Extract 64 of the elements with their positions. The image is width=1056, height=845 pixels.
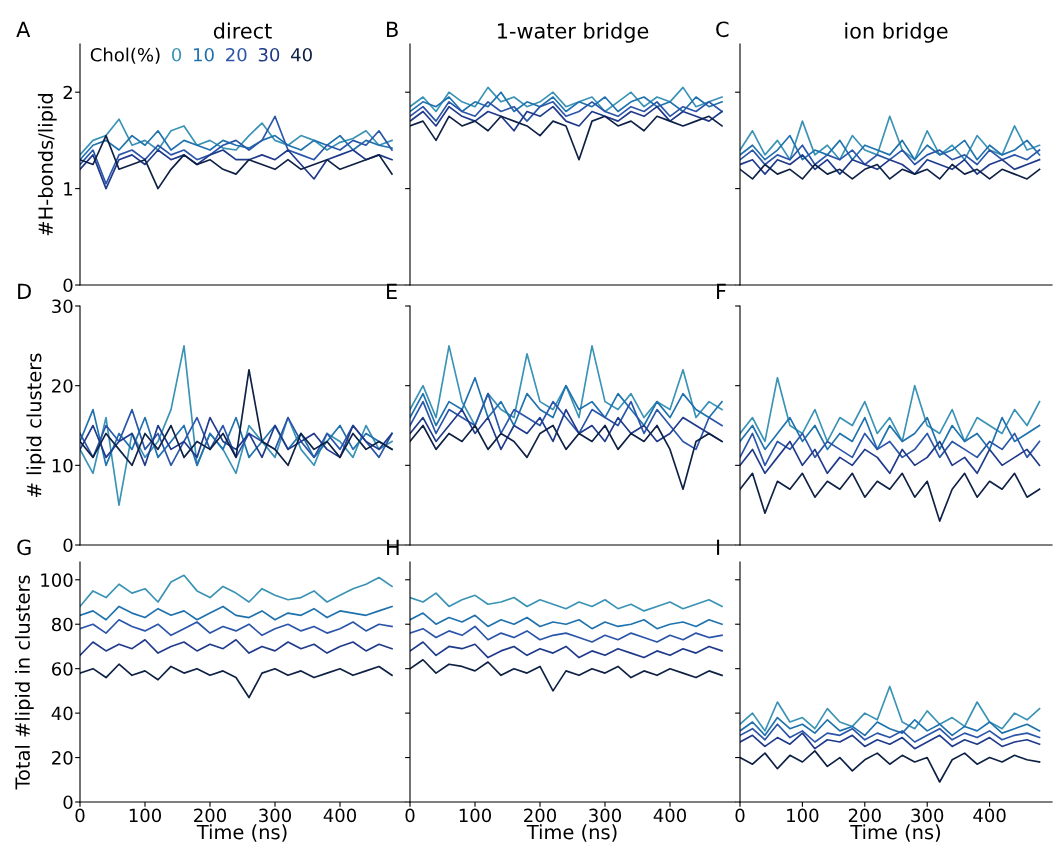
y-axis-title: # lipid clusters — [26, 353, 46, 497]
y-axis-title: #H-bonds/lipid — [37, 94, 57, 236]
legend-title: Chol(%) — [90, 47, 160, 64]
text: G — [17, 539, 31, 556]
x-tick-label: 400 — [973, 808, 1006, 823]
line-series — [80, 368, 393, 467]
x-tick-label: 0 — [405, 808, 415, 823]
y-tick-label: 40 — [51, 706, 73, 721]
x-axis-title: Time (ns) — [850, 824, 941, 842]
x-tick-label: 0 — [75, 808, 85, 823]
x-tick-label: 100 — [129, 808, 162, 823]
text: 40 — [291, 47, 312, 62]
text: 30 — [258, 47, 280, 62]
text: 0 — [172, 47, 182, 62]
x-tick-label: 200 — [524, 808, 557, 823]
y-tick-label: 20 — [52, 751, 73, 765]
line-series — [80, 149, 393, 190]
line-series — [80, 618, 393, 637]
x-tick-label: 400 — [323, 808, 357, 823]
y-tick-label: 2 — [63, 85, 72, 100]
x-tick-label: 100 — [459, 808, 492, 823]
x-tick-label: 300 — [589, 808, 622, 823]
y-tick-label: 100 — [41, 573, 73, 587]
x-tick-label: 300 — [911, 808, 944, 823]
line-series — [80, 574, 393, 608]
x-tick-label: 300 — [259, 808, 292, 823]
line-series — [80, 638, 393, 657]
y-tick-label: 0 — [63, 538, 73, 553]
text: D — [18, 283, 31, 299]
y-tick-label: 1 — [64, 182, 73, 196]
annotation: H — [387, 539, 399, 555]
y-tick-label: 60 — [52, 662, 73, 676]
text: B — [387, 21, 398, 37]
y-tick-label: 80 — [52, 617, 73, 632]
line-series — [80, 129, 393, 161]
y-tick-label: 20 — [52, 379, 73, 393]
y-tick-label: 30 — [52, 299, 73, 314]
line-series — [80, 115, 393, 185]
y-tick-label: 10 — [52, 458, 73, 473]
y-tick-label: 0 — [63, 795, 73, 810]
chart-title: ion bridge — [845, 22, 948, 43]
text: 10 — [194, 47, 214, 62]
x-tick-label: 100 — [787, 808, 819, 823]
y-tick-label: 0 — [63, 278, 73, 293]
line-series — [80, 134, 393, 190]
y-axis-title: Total #lipid in clusters — [14, 575, 34, 790]
x-tick-label: 0 — [735, 808, 745, 823]
x-tick-label: 200 — [194, 808, 227, 823]
line-series — [80, 118, 393, 156]
annotation: I — [717, 539, 720, 555]
line-series — [80, 663, 393, 699]
text: C — [716, 21, 729, 38]
x-tick-label: 400 — [653, 808, 687, 823]
annotation: E — [387, 283, 397, 299]
chart-title: 1-water bridge — [497, 22, 649, 43]
text: A — [16, 21, 31, 37]
line-series — [80, 344, 393, 507]
line-series — [80, 605, 393, 621]
x-axis-title: Time (ns) — [196, 824, 287, 842]
text: 20 — [226, 47, 247, 62]
chart-title: direct — [213, 22, 272, 39]
annotation: F — [717, 283, 726, 299]
x-axis-title: Time (ns) — [526, 824, 617, 842]
x-tick-label: 200 — [848, 808, 881, 823]
